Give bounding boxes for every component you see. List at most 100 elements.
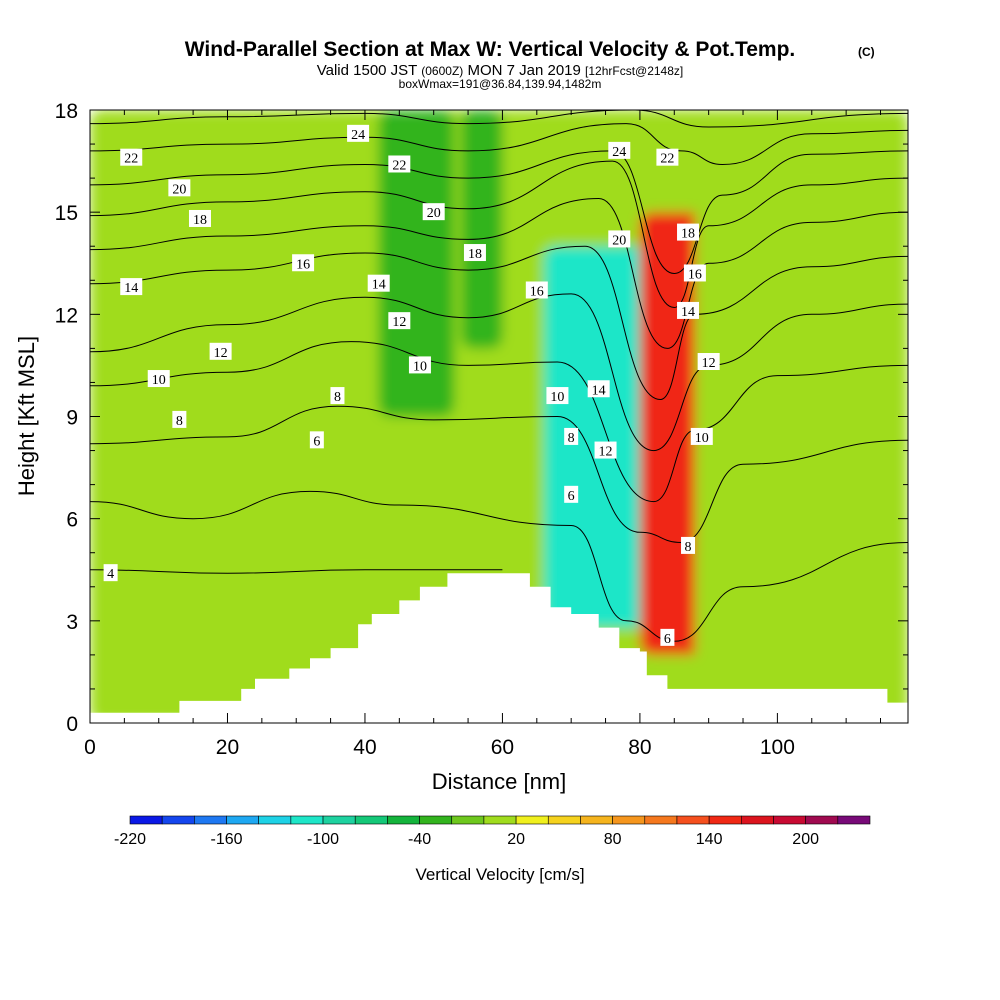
isentrope-22 — [90, 123, 908, 166]
colorbar-swatch — [580, 815, 613, 825]
contour-label: 12 — [388, 312, 411, 330]
isentrope-12 — [90, 293, 908, 452]
contour-label-text: 14 — [681, 305, 695, 320]
contour-label-text: 18 — [193, 213, 207, 228]
contour-label: 6 — [564, 485, 579, 504]
contour-label-text: 12 — [214, 346, 228, 361]
contour-label-text: 8 — [568, 431, 575, 446]
contour-label-box — [683, 264, 706, 282]
w-region-strong-downdraft — [543, 246, 654, 628]
colorbar-swatch — [226, 815, 259, 825]
contour-label-text: 14 — [124, 281, 138, 296]
colorbar-swatch — [129, 815, 163, 825]
contour-label-text: 4 — [107, 567, 114, 582]
contour-label-box — [564, 485, 579, 503]
terrain — [90, 573, 908, 723]
subtitle-forecast: [12hrFcst@2148z] — [585, 64, 683, 78]
colorbar-swatch — [837, 815, 871, 825]
contour-label: 8 — [681, 536, 696, 555]
copyright-mark: (C) — [858, 45, 875, 59]
contour-label-box — [347, 124, 370, 142]
colorbar-swatch — [194, 815, 227, 825]
colorbar-tick-label: 140 — [696, 831, 723, 848]
colorbar-swatch — [547, 815, 581, 825]
contour-label: 22 — [656, 148, 679, 167]
y-tick-label: 15 — [55, 202, 78, 225]
contour-label: 14 — [677, 301, 700, 320]
colorbar — [129, 815, 871, 825]
subtitle-date: MON 7 Jan 2019 — [463, 62, 585, 79]
contour-label-box — [103, 564, 118, 582]
contour-label-text: 6 — [568, 489, 575, 504]
contour-label: 10 — [546, 387, 569, 405]
w-region-green-downdraft-1 — [378, 110, 455, 417]
contour-label-box — [594, 441, 617, 459]
colorbar-swatch — [805, 815, 839, 825]
contour-label: 8 — [330, 387, 345, 405]
colorbar-swatch — [708, 815, 742, 825]
contour-label: 20 — [168, 179, 191, 197]
contour-label-text: 14 — [372, 278, 386, 293]
contour-label: 22 — [120, 148, 143, 167]
contour-label-box — [525, 281, 548, 299]
contour-label-text: 22 — [392, 158, 406, 173]
contour-label: 16 — [525, 281, 548, 299]
contour-label: 6 — [309, 431, 324, 449]
contour-label-box — [587, 380, 610, 398]
contour-label: 14 — [367, 274, 390, 293]
colorbar-swatch — [258, 815, 292, 825]
contour-label-text: 22 — [660, 152, 674, 167]
contour-label: 12 — [209, 342, 232, 361]
contour-label: 16 — [292, 254, 315, 272]
isentrope-8 — [90, 405, 908, 544]
contour-label-text: 10 — [413, 359, 427, 374]
colorbar-swatch — [419, 815, 453, 825]
contour-label: 12 — [594, 441, 617, 460]
contour-label-box — [677, 301, 700, 319]
colorbar-swatch — [483, 815, 517, 825]
contour-label-box — [608, 230, 631, 248]
colorbar-tick-label: -100 — [307, 831, 339, 848]
y-tick-label: 6 — [66, 509, 78, 532]
w-region-east-green — [694, 110, 908, 689]
contour-label: 18 — [677, 223, 700, 242]
colorbar-swatch — [451, 815, 485, 825]
plot-area: 4 6 8 8 10 10 12 12 14 14 16 16 18 18 20 20 22 22 24 24 22 20… — [90, 110, 908, 723]
contour-label: 18 — [463, 244, 486, 262]
contour-label-text: 6 — [664, 632, 671, 647]
x-tick-label: 60 — [491, 736, 514, 759]
contour-label: 16 — [683, 264, 706, 282]
colorbar-swatch — [644, 815, 678, 825]
contour-label: 10 — [690, 427, 713, 446]
y-axis-label: Height [Kft MSL] — [14, 336, 39, 496]
colorbar-label: Vertical Velocity [cm/s] — [415, 865, 584, 884]
contour-label: 4 — [103, 564, 118, 582]
contour-label-box — [209, 342, 232, 360]
colorbar-swatch — [290, 815, 324, 825]
contour-label-text: 24 — [612, 145, 626, 160]
colorbar-swatch — [161, 815, 195, 825]
contour-label: 24 — [347, 124, 370, 143]
contour-label-box — [120, 148, 143, 166]
contour-label-box — [690, 427, 713, 445]
contour-label: 12 — [697, 353, 720, 371]
colorbar-tick-label: -160 — [211, 831, 243, 848]
contour-label-text: 12 — [702, 356, 716, 371]
contour-label-box — [172, 410, 187, 428]
contour-label-text: 16 — [688, 267, 702, 282]
colorbar-swatch — [773, 815, 806, 825]
contour-label-box — [677, 223, 700, 241]
contour-label-text: 22 — [124, 152, 138, 167]
colorbar-tick-label: 200 — [792, 831, 819, 848]
colorbar-tick-label: 80 — [604, 831, 622, 848]
contour-label-text: 20 — [172, 182, 186, 197]
contour-label-text: 24 — [351, 128, 365, 143]
colorbar-swatch — [322, 815, 356, 825]
contour-label-text: 20 — [612, 233, 626, 248]
colorbar-swatch — [741, 815, 774, 825]
contour-label-box — [564, 427, 579, 445]
subtitle-utc: (0600Z) — [421, 64, 463, 78]
chart-title: Wind-Parallel Section at Max W: Vertical… — [185, 38, 796, 61]
isentrope-14 — [90, 245, 908, 401]
